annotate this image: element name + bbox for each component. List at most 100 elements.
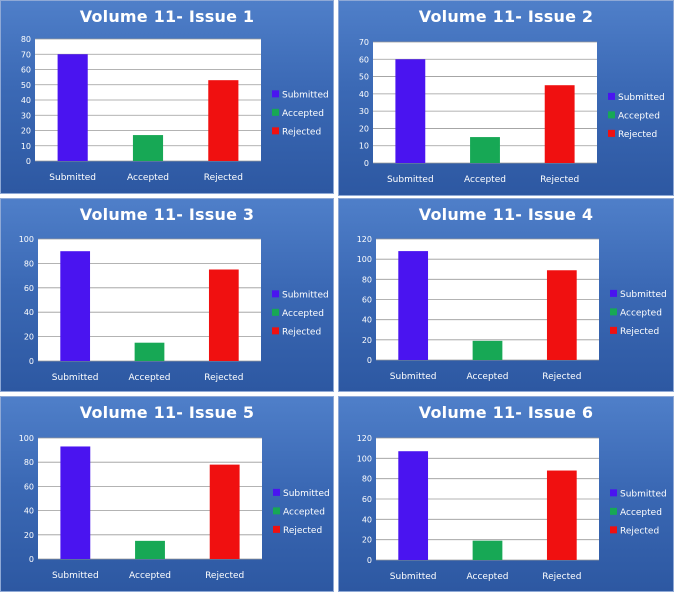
y-tick-label: 50 <box>21 81 31 90</box>
x-category-label: Submitted <box>387 175 434 185</box>
y-tick-label: 50 <box>359 73 369 82</box>
chart-panel-2: Volume 11- Issue 2 0 10 20 30 40 50 60 70 Submit… <box>338 0 674 196</box>
y-tick-label: 20 <box>359 124 369 133</box>
y-tick-label: 0 <box>367 556 372 565</box>
y-tick-label: 60 <box>21 66 31 75</box>
legend-label: Rejected <box>618 130 657 140</box>
y-tick-label: 80 <box>362 475 372 484</box>
y-tick-label: 30 <box>21 111 31 120</box>
y-tick-label: 0 <box>29 357 34 366</box>
legend-label: Submitted <box>282 290 329 300</box>
x-category-label: Rejected <box>204 373 243 383</box>
legend-label: Accepted <box>620 508 662 518</box>
legend-swatch-accepted <box>610 507 617 515</box>
chart-title: Volume 11- Issue 4 <box>418 205 594 224</box>
legend-swatch-accepted <box>272 108 279 116</box>
x-category-label: Rejected <box>205 571 244 581</box>
y-tick-label: 0 <box>29 555 34 564</box>
chart-panel-3: Volume 11- Issue 3 0 20 40 60 80 100 Submitted… <box>0 198 334 392</box>
bar-submitted <box>395 59 426 163</box>
legend-swatch-accepted <box>273 507 280 515</box>
x-category-label: Submitted <box>52 373 99 383</box>
y-tick-label: 10 <box>359 142 369 151</box>
bar-submitted <box>398 251 429 360</box>
legend-swatch-submitted <box>273 488 280 496</box>
y-tick-label: 0 <box>367 356 372 365</box>
y-tick-label: 40 <box>24 507 34 516</box>
legend-swatch-submitted <box>272 90 279 98</box>
chart-title: Volume 11- Issue 2 <box>418 7 594 26</box>
bar-submitted <box>60 446 91 559</box>
bar-chart-5: 0 20 40 60 80 100 Submitted Accepted Rejected Sub… <box>19 434 330 581</box>
legend-swatch-submitted <box>272 290 279 298</box>
bar-rejected <box>208 269 239 361</box>
legend-swatch-accepted <box>610 308 617 316</box>
bar-rejected <box>546 470 577 560</box>
y-tick-label: 80 <box>362 275 372 284</box>
chart-title: Volume 11- Issue 5 <box>79 403 255 422</box>
x-category-label: Accepted <box>467 572 509 582</box>
y-tick-label: 120 <box>357 434 372 443</box>
y-tick-label: 40 <box>362 515 372 524</box>
chart-panel-4: Volume 11- Issue 4 0 20 40 60 80 100 120 Submit… <box>338 198 674 392</box>
bar-rejected <box>544 85 575 163</box>
x-category-label: Rejected <box>540 175 579 185</box>
bar-accepted <box>135 540 165 559</box>
y-tick-label: 20 <box>362 536 372 545</box>
legend-label: Submitted <box>282 90 329 100</box>
y-tick-label: 20 <box>24 333 34 342</box>
x-category-label: Accepted <box>127 173 169 183</box>
bar-accepted <box>134 342 165 361</box>
legend-swatch-rejected <box>610 326 617 334</box>
legend-label: Rejected <box>620 526 659 536</box>
y-tick-label: 80 <box>24 458 34 467</box>
y-tick-label: 20 <box>24 531 34 540</box>
x-category-label: Accepted <box>129 571 171 581</box>
legend-swatch-accepted <box>608 111 615 119</box>
bar-rejected <box>546 270 577 360</box>
legend-label: Accepted <box>282 109 324 119</box>
legend-label: Submitted <box>283 489 330 499</box>
bar-chart-6: 0 20 40 60 80 100 120 Submitted Accepted Rejected… <box>357 434 667 582</box>
y-tick-label: 100 <box>357 255 372 264</box>
y-tick-label: 10 <box>21 142 31 151</box>
x-category-label: Submitted <box>52 571 99 581</box>
legend-swatch-submitted <box>610 289 617 297</box>
x-category-label: Submitted <box>49 173 96 183</box>
y-tick-label: 100 <box>357 454 372 463</box>
bar-accepted <box>470 137 500 163</box>
bar-rejected <box>209 464 240 559</box>
legend-swatch-rejected <box>610 526 617 534</box>
bar-submitted <box>398 451 429 560</box>
y-tick-label: 60 <box>362 495 372 504</box>
bar-accepted <box>472 340 503 360</box>
legend-swatch-submitted <box>610 489 617 497</box>
y-tick-label: 100 <box>19 434 34 443</box>
x-category-label: Submitted <box>390 572 437 582</box>
y-tick-label: 60 <box>24 284 34 293</box>
chart-panel-6: Volume 11- Issue 6 0 20 40 60 80 100 120 Submit… <box>338 396 674 592</box>
bar-chart-4: 0 20 40 60 80 100 120 Submitted Accepted Rejected… <box>357 235 667 382</box>
legend-swatch-submitted <box>608 92 615 100</box>
bar-rejected <box>208 80 239 161</box>
chart-title: Volume 11- Issue 1 <box>79 7 255 26</box>
y-tick-label: 60 <box>24 482 34 491</box>
y-tick-label: 60 <box>362 296 372 305</box>
bar-accepted <box>132 135 164 161</box>
y-tick-label: 40 <box>21 96 31 105</box>
bar-submitted <box>60 251 91 361</box>
x-category-label: Accepted <box>129 373 171 383</box>
y-tick-label: 80 <box>21 35 31 44</box>
legend-swatch-rejected <box>608 129 615 137</box>
chart-panel-5: Volume 11- Issue 5 0 20 40 60 80 100 Submitted… <box>0 396 334 592</box>
y-tick-label: 40 <box>359 90 369 99</box>
chart-title: Volume 11- Issue 6 <box>418 403 594 422</box>
legend-swatch-rejected <box>272 327 279 335</box>
x-category-label: Rejected <box>204 173 243 183</box>
legend-label: Accepted <box>620 308 662 318</box>
y-tick-label: 0 <box>26 157 31 166</box>
y-tick-label: 30 <box>359 107 369 116</box>
y-tick-label: 70 <box>21 50 31 59</box>
legend-label: Rejected <box>282 127 321 137</box>
legend-swatch-rejected <box>272 127 279 135</box>
